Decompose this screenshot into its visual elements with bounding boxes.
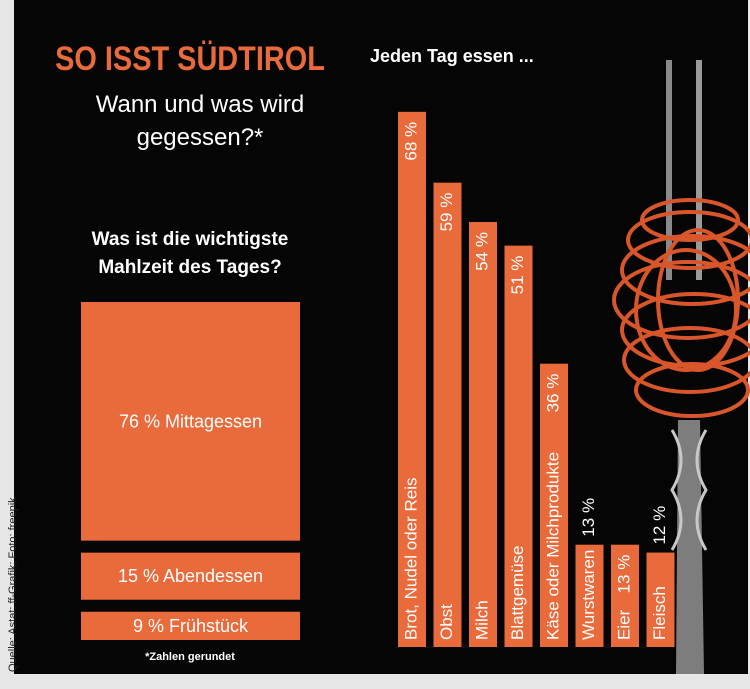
bar-category-label: Obst (437, 604, 456, 640)
bar-category-label: Milch (472, 600, 491, 640)
fork-tine (696, 60, 702, 280)
meal-box (81, 302, 300, 541)
bar-value-label: 13 % (614, 555, 633, 594)
bar-value-label: 68 % (401, 122, 420, 161)
left-chart-title: Was ist die wichtigste Mahlzeit des Tage… (91, 229, 289, 278)
bar (469, 222, 497, 647)
meal-label: 9 % Frühstück (133, 616, 249, 636)
meal-label: 15 % Abendessen (118, 566, 263, 586)
main-title: SO ISST SÜDTIROL (55, 40, 325, 78)
meal-box (81, 552, 300, 600)
bar-value-label: 54 % (472, 232, 491, 271)
bar-category-label: Blattgemüse (508, 546, 527, 641)
bar (398, 111, 426, 648)
source: Quelle: Astat; ff-Grafik; Foto: freepik (7, 497, 19, 672)
subtitle: Wann und was wird gegessen?* (95, 91, 305, 151)
right-chart-title: Jeden Tag essen ... (370, 46, 534, 66)
fork-ornament (670, 429, 708, 551)
meal-category: Abendessen (159, 566, 263, 586)
note: *Zahlen gerundet (145, 651, 235, 663)
bar-category-label: Fleisch (650, 586, 669, 640)
bar-category-label: Brot, Nudel oder Reis (401, 477, 420, 640)
bar (540, 363, 568, 647)
bar-category-label: Wurstwaren (579, 550, 598, 640)
fork-handle (676, 420, 704, 674)
bar (433, 182, 462, 648)
fork-photo (612, 60, 750, 674)
bar (575, 544, 604, 647)
meal-value-label: 9 % (133, 616, 164, 636)
bar-category-label: Käse oder Milchprodukte (543, 452, 562, 640)
bar-category-label: Eier (614, 609, 633, 640)
meal-box (81, 611, 300, 640)
bar-value-label: 51 % (508, 256, 527, 295)
bar-value-label: 12 % (650, 506, 669, 545)
spaghetti (612, 198, 750, 418)
bar (611, 544, 639, 647)
fork-tine (666, 60, 672, 280)
meal-label: 76 % Mittagessen (119, 411, 262, 431)
meal-category: Mittagessen (160, 411, 262, 431)
bar-value-label: 36 % (543, 374, 562, 413)
meal-category: Frühstück (164, 616, 249, 636)
bar-value-label: 59 % (437, 193, 456, 232)
bar-value-label: 13 % (579, 498, 598, 537)
meal-value-label: 15 % (118, 566, 159, 586)
meal-value-label: 76 % (119, 411, 160, 431)
bar (504, 245, 533, 647)
bar (646, 552, 675, 647)
